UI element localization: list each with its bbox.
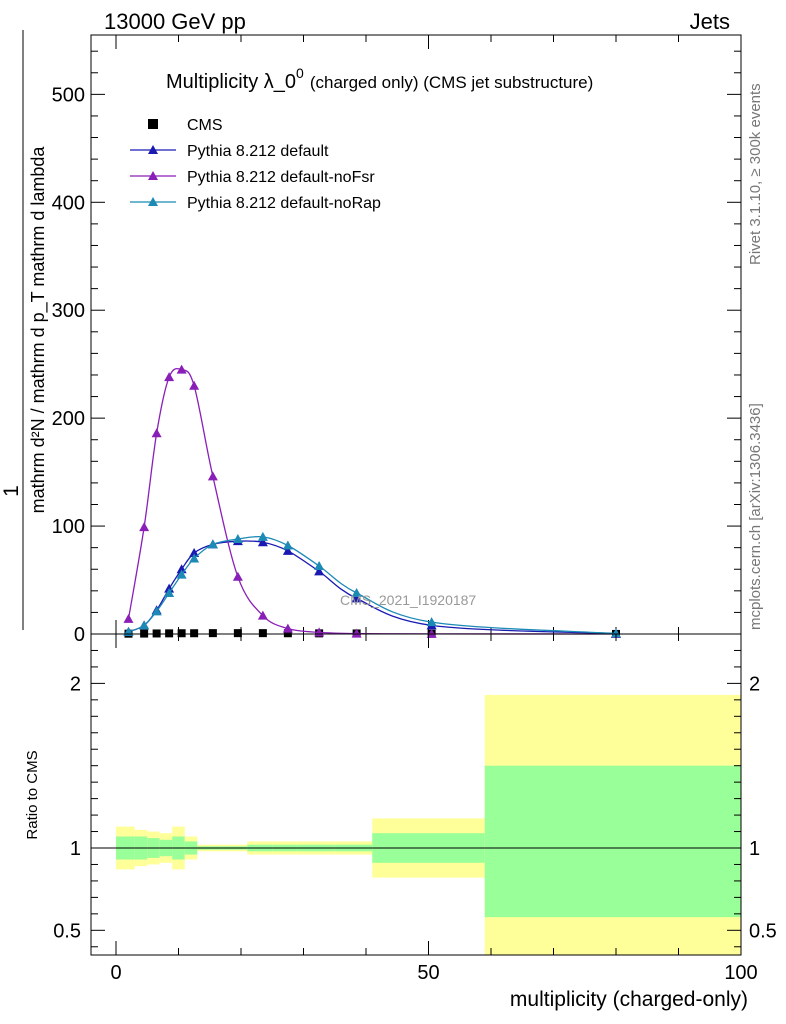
x-tick-label: 50 bbox=[417, 962, 439, 984]
ylabel-denominator: mathrm d²N / mathrm d p_T mathrm d lambd… bbox=[28, 146, 49, 514]
series-point bbox=[176, 364, 187, 374]
series-point bbox=[282, 623, 293, 633]
series-point bbox=[314, 566, 325, 576]
series-point bbox=[351, 593, 362, 603]
legend-item: Pythia 8.212 default bbox=[130, 143, 329, 160]
x-tick-label: 0 bbox=[110, 962, 121, 984]
cms-point bbox=[258, 629, 267, 638]
y-tick-label: 300 bbox=[52, 300, 85, 322]
series-point bbox=[282, 540, 293, 550]
ratio-band-inner bbox=[484, 765, 741, 918]
series-point bbox=[232, 534, 243, 544]
series-point bbox=[207, 539, 218, 549]
title-main: Multiplicity λ_00 (charged only) (CMS jet… bbox=[166, 65, 593, 93]
ratio-panel: 0.5 0.5 1 1 2 2 0 50 100 bbox=[53, 633, 777, 984]
cms-point bbox=[177, 629, 186, 638]
ratio-ylabel: Ratio to CMS bbox=[24, 750, 41, 839]
legend-marker bbox=[148, 145, 158, 154]
y-tick-label: 400 bbox=[52, 192, 85, 214]
ratio-y-tick-label: 1 bbox=[70, 838, 81, 860]
series-point bbox=[351, 587, 362, 597]
analysis-watermark: CMS_2021_I1920187 bbox=[340, 592, 476, 608]
series-point bbox=[282, 545, 293, 555]
series-point bbox=[426, 628, 437, 638]
cms-point bbox=[283, 629, 292, 638]
series-point bbox=[189, 380, 200, 390]
ratio-y-tick-label-right: 0.5 bbox=[749, 920, 777, 942]
ratio-y-tick-label-right: 1 bbox=[749, 838, 760, 860]
y-tick-label: 0 bbox=[74, 624, 85, 646]
legend-label: Pythia 8.212 default bbox=[187, 143, 329, 160]
series-point bbox=[139, 522, 150, 532]
series-point bbox=[257, 531, 268, 541]
x-tick-label: 100 bbox=[724, 962, 757, 984]
main-panel: 0 100 200 300 400 500 CMS_2021_I1920187 Multi… bbox=[52, 34, 742, 646]
ylabel-numerator: 1 bbox=[0, 485, 23, 497]
series-point bbox=[189, 553, 200, 563]
cms-point bbox=[190, 629, 199, 638]
series-point bbox=[151, 428, 162, 438]
plot-title: Multiplicity λ_00 (charged only) (CMS jet… bbox=[166, 65, 593, 93]
y-tick-label: 200 bbox=[52, 408, 85, 430]
series-point bbox=[426, 617, 437, 627]
legend-item: Pythia 8.212 default-noFsr bbox=[130, 169, 375, 186]
series-point bbox=[351, 628, 362, 638]
legend-label: Pythia 8.212 default-noRap bbox=[187, 195, 381, 212]
legend-marker bbox=[148, 171, 158, 180]
legend: CMS Pythia 8.212 default Pythia 8.212 defa… bbox=[130, 117, 381, 212]
series-point bbox=[257, 537, 268, 547]
cms-point bbox=[152, 629, 161, 638]
y-tick-label: 100 bbox=[52, 516, 85, 538]
series-point bbox=[314, 561, 325, 571]
legend-marker bbox=[148, 197, 158, 206]
series-point bbox=[189, 548, 200, 558]
xlabel: multiplicity (charged-only) bbox=[510, 988, 748, 1011]
legend-item: CMS bbox=[148, 117, 223, 134]
cms-point bbox=[165, 629, 174, 638]
series-line bbox=[128, 540, 617, 635]
energy-label: 13000 GeV pp bbox=[104, 9, 246, 34]
main-ylabel: 1 mathrm d²N / mathrm d p_T mathrm d lam… bbox=[0, 30, 49, 630]
series-point bbox=[151, 606, 162, 616]
legend-label: Pythia 8.212 default-noFsr bbox=[187, 169, 375, 186]
category-label: Jets bbox=[690, 9, 730, 34]
series-point bbox=[139, 620, 150, 630]
series-point bbox=[207, 471, 218, 481]
series-point bbox=[232, 571, 243, 581]
ratio-frame bbox=[90, 633, 742, 956]
legend-label: CMS bbox=[187, 117, 223, 134]
ratio-y-tick-label-right: 2 bbox=[749, 673, 760, 695]
series-point bbox=[164, 587, 175, 597]
series-line bbox=[128, 535, 617, 635]
cms-point bbox=[208, 629, 217, 638]
legend-item: Pythia 8.212 default-noRap bbox=[130, 195, 381, 212]
series-point bbox=[123, 613, 134, 623]
rivet-label: Rivet 3.1.10, ≥ 300k events bbox=[747, 83, 764, 265]
ratio-y-tick-label: 2 bbox=[70, 673, 81, 695]
cms-point bbox=[233, 629, 242, 638]
mcplots-label: mcplots.cern.ch [arXiv:1306.3436] bbox=[747, 403, 764, 630]
series-point bbox=[164, 372, 175, 382]
series-point bbox=[611, 628, 621, 638]
series-point bbox=[257, 610, 268, 620]
series-point bbox=[176, 569, 187, 579]
ratio-y-tick-label: 0.5 bbox=[53, 920, 81, 942]
y-tick-label: 500 bbox=[52, 84, 85, 106]
legend-marker bbox=[148, 119, 158, 129]
